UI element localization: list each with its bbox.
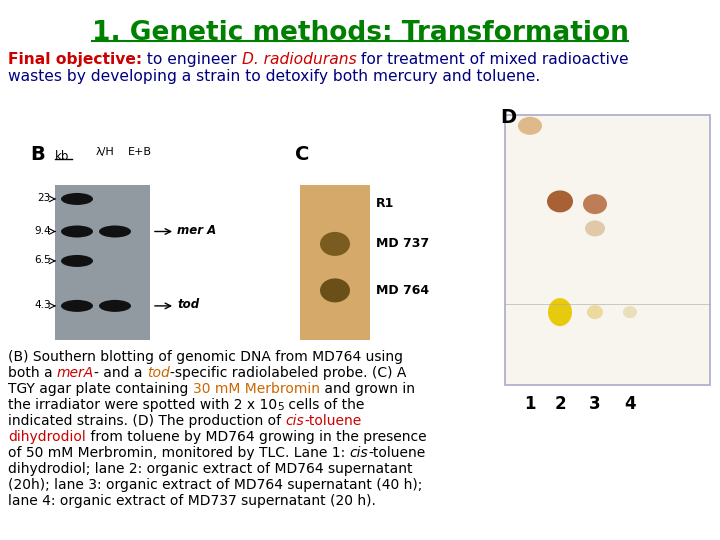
Text: dihydrodiol: dihydrodiol [8,430,86,444]
Ellipse shape [99,226,131,238]
Text: 3: 3 [589,395,600,413]
Text: Final objective:: Final objective: [8,52,142,67]
Bar [300,185,370,340]
Text: 2: 2 [554,395,566,413]
Ellipse shape [587,305,603,319]
Text: cells of the: cells of the [284,398,364,412]
Text: 9.4: 9.4 [35,226,51,235]
Text: E+B: E+B [128,147,152,157]
Text: (20h); lane 3: organic extract of MD764 supernatant (40 h);: (20h); lane 3: organic extract of MD764 … [8,478,423,492]
Ellipse shape [61,255,93,267]
Text: TGY agar plate containing: TGY agar plate containing [8,382,193,396]
Text: -specific radiolabeled probe. (C) A: -specific radiolabeled probe. (C) A [170,366,406,380]
Text: - and a: - and a [94,366,147,380]
Text: MD 737: MD 737 [376,238,429,251]
Ellipse shape [518,117,542,135]
Text: D: D [500,108,516,127]
Text: merA: merA [57,366,94,380]
Text: from toluene by MD764 growing in the presence: from toluene by MD764 growing in the pre… [86,430,426,444]
Text: 30 mM Merbromin: 30 mM Merbromin [193,382,320,396]
Text: 5: 5 [277,402,284,412]
Text: (B) Southern blotting of genomic DNA from MD764 using: (B) Southern blotting of genomic DNA fro… [8,350,403,364]
Text: λ/H: λ/H [96,147,114,157]
Text: D. radiodurans: D. radiodurans [241,52,356,67]
Ellipse shape [320,279,350,302]
Ellipse shape [623,306,637,318]
Bar [55,185,150,340]
Text: of 50 mM Merbromin, monitored by TLC. Lane 1:: of 50 mM Merbromin, monitored by TLC. La… [8,446,350,460]
Text: 4.3: 4.3 [35,300,51,310]
Ellipse shape [99,300,131,312]
Text: 23: 23 [37,193,51,203]
Text: and grown in: and grown in [320,382,415,396]
Text: MD 764: MD 764 [376,284,429,297]
Text: indicated strains. (D) The production of: indicated strains. (D) The production of [8,414,286,428]
Text: -toluene: -toluene [369,446,426,460]
Ellipse shape [320,232,350,256]
Ellipse shape [548,298,572,326]
Ellipse shape [585,220,605,237]
Text: 6.5: 6.5 [35,255,51,265]
Text: B: B [30,145,45,164]
Text: R1: R1 [376,197,395,210]
Ellipse shape [547,191,573,212]
Text: cis: cis [350,446,369,460]
Text: C: C [295,145,310,164]
Text: 1. Genetic methods: Transformation: 1. Genetic methods: Transformation [91,20,629,46]
Text: the irradiator were spotted with 2 x 10: the irradiator were spotted with 2 x 10 [8,398,277,412]
Text: 4: 4 [624,395,636,413]
Bar [505,115,710,385]
Text: kb: kb [55,150,69,163]
Text: for treatment of mixed radioactive: for treatment of mixed radioactive [356,52,629,67]
Text: -toluene: -toluene [305,414,361,428]
Ellipse shape [583,194,607,214]
Text: mer A: mer A [177,224,216,237]
Text: to engineer: to engineer [142,52,241,67]
Text: tod: tod [177,299,199,312]
Text: both a: both a [8,366,57,380]
Text: 1: 1 [524,395,536,413]
Text: cis: cis [286,414,305,428]
Text: wastes by developing a strain to detoxify both mercury and toluene.: wastes by developing a strain to detoxif… [8,69,540,84]
Ellipse shape [61,300,93,312]
Text: lane 4: organic extract of MD737 supernatant (20 h).: lane 4: organic extract of MD737 superna… [8,494,376,508]
Ellipse shape [61,226,93,238]
Text: dihydrodiol; lane 2: organic extract of MD764 supernatant: dihydrodiol; lane 2: organic extract of … [8,462,413,476]
Text: tod: tod [147,366,170,380]
Ellipse shape [61,193,93,205]
